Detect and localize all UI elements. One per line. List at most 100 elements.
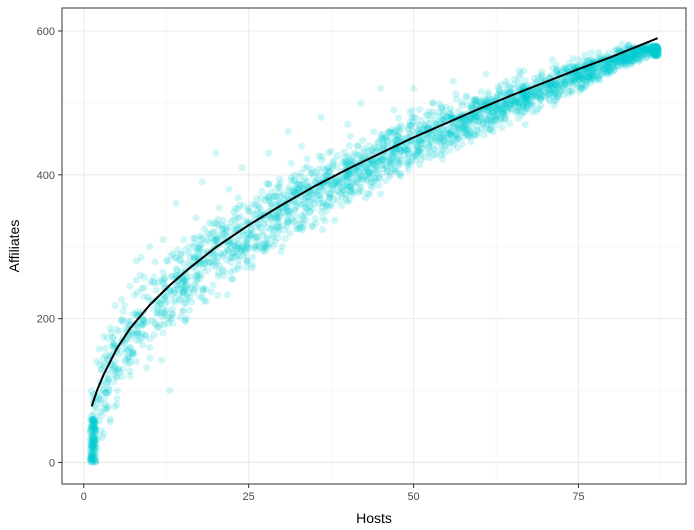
data-point (209, 251, 217, 259)
data-point (551, 79, 560, 87)
data-point (650, 44, 658, 52)
data-point (474, 129, 482, 137)
data-point (650, 44, 658, 52)
data-point (459, 123, 468, 131)
data-point (104, 377, 112, 385)
data-point (470, 118, 478, 126)
data-point (413, 120, 421, 128)
data-point (371, 160, 379, 168)
data-point (172, 200, 180, 208)
data-point (311, 200, 319, 208)
data-point (527, 102, 535, 110)
data-point (287, 186, 295, 194)
data-point (333, 162, 341, 171)
data-point (97, 366, 105, 374)
data-point (295, 199, 303, 207)
data-point (509, 98, 518, 106)
data-point (125, 360, 133, 368)
data-point (581, 51, 589, 59)
data-point (92, 414, 100, 422)
data-point (589, 74, 597, 82)
data-point (559, 82, 568, 90)
data-point (192, 272, 200, 280)
data-point (307, 191, 316, 199)
data-point (631, 48, 639, 56)
data-point (181, 318, 189, 326)
data-point (473, 101, 481, 109)
data-point (431, 129, 439, 137)
data-point (356, 174, 364, 182)
data-point (269, 233, 277, 241)
data-point (299, 224, 307, 232)
data-point (143, 364, 151, 372)
data-point (487, 107, 496, 115)
data-point (558, 67, 566, 75)
data-point (417, 116, 425, 124)
data-point (263, 179, 271, 188)
data-point (640, 50, 648, 58)
data-point (212, 263, 220, 271)
data-point (439, 110, 448, 118)
data-point (389, 159, 397, 167)
data-point (578, 85, 586, 93)
data-point (330, 190, 338, 198)
data-point (395, 145, 403, 153)
data-point (469, 96, 477, 104)
data-point (437, 129, 445, 137)
data-point (388, 153, 396, 161)
data-point (406, 108, 414, 116)
data-point (634, 56, 642, 64)
data-point (394, 136, 402, 144)
data-point (431, 134, 439, 142)
data-point (177, 251, 185, 259)
data-point (101, 345, 109, 353)
data-point (550, 89, 558, 97)
data-point (645, 48, 653, 56)
data-point (259, 240, 267, 248)
data-point (416, 161, 424, 169)
data-point (476, 118, 484, 126)
data-point (515, 99, 523, 107)
data-point (252, 194, 260, 203)
data-point (211, 219, 219, 227)
data-point (579, 74, 587, 82)
data-point (622, 56, 630, 64)
data-point (506, 84, 514, 92)
data-point (411, 114, 419, 122)
data-point (298, 226, 306, 234)
data-point (518, 108, 526, 116)
data-point (263, 236, 271, 244)
data-point (315, 199, 323, 207)
data-point (227, 275, 236, 283)
data-point (347, 188, 355, 196)
data-point (449, 131, 458, 139)
data-point (289, 187, 297, 195)
data-point (291, 205, 299, 213)
data-point (365, 171, 373, 179)
data-point (285, 211, 293, 219)
data-point (647, 47, 655, 55)
data-point (325, 190, 333, 198)
data-point (324, 163, 333, 171)
data-point (494, 83, 503, 91)
data-point (389, 166, 397, 174)
data-point (546, 82, 554, 90)
data-point (126, 367, 134, 375)
data-point (442, 103, 450, 111)
data-point (371, 144, 379, 152)
data-point (209, 252, 217, 260)
data-point (590, 68, 598, 76)
data-point (367, 182, 375, 190)
data-point (456, 126, 464, 134)
data-point (372, 162, 380, 170)
data-point (519, 94, 528, 102)
data-point (579, 76, 587, 84)
data-point (551, 83, 559, 91)
data-point (534, 105, 543, 113)
data-point (274, 197, 283, 205)
data-point (394, 131, 402, 140)
data-point (452, 131, 460, 139)
data-point (220, 251, 228, 259)
data-point (523, 95, 531, 103)
data-point (105, 386, 113, 394)
